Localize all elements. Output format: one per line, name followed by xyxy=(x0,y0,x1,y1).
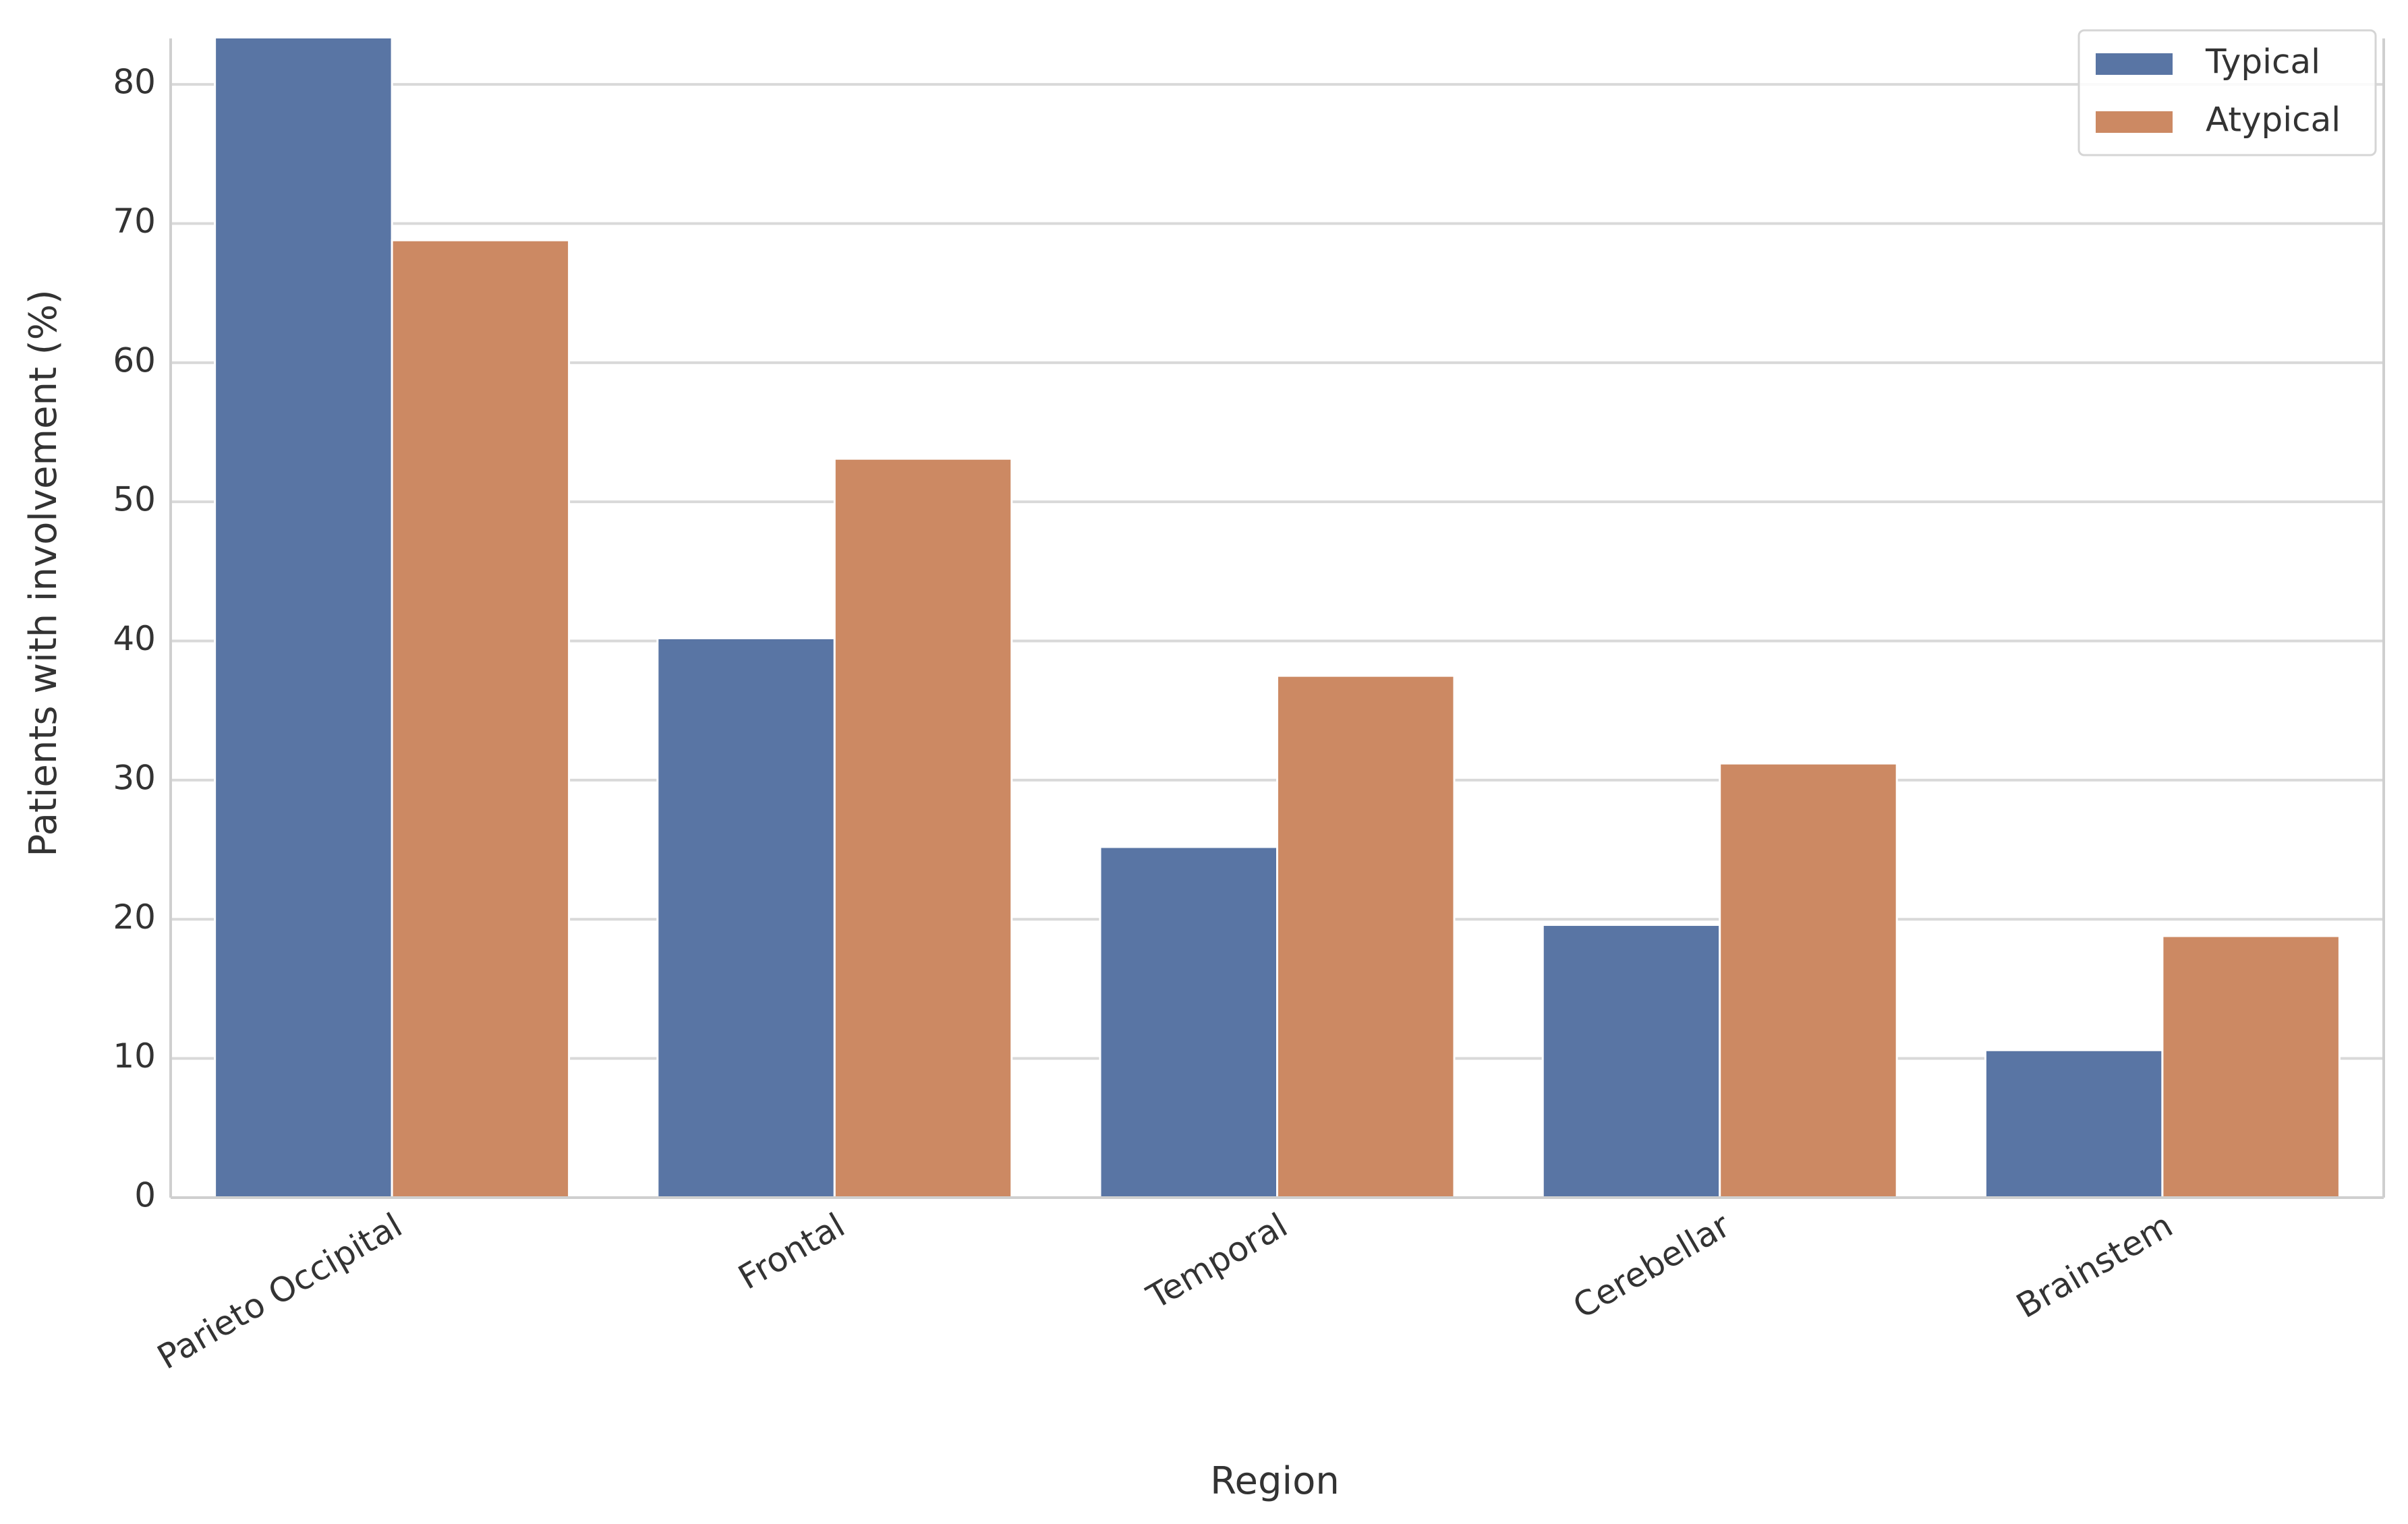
legend-label: Typical xyxy=(2205,42,2320,82)
bar xyxy=(833,457,1013,1198)
x-tick-label: Cerebellar xyxy=(1567,1206,1737,1326)
legend-swatch xyxy=(2096,53,2173,75)
bar xyxy=(1276,674,1456,1198)
legend-label: Atypical xyxy=(2206,100,2341,140)
y-axis-label: Patients with involvement (%) xyxy=(22,289,65,856)
y-tick-label: 80 xyxy=(113,63,156,102)
y-tick-label: 10 xyxy=(113,1036,156,1076)
bar xyxy=(1541,924,1721,1198)
x-axis-label: Region xyxy=(1210,1459,1340,1503)
legend-swatch xyxy=(2096,111,2173,133)
bars xyxy=(214,38,2341,1198)
y-tick-label: 60 xyxy=(113,341,156,380)
x-tick-label: Parieto Occipital xyxy=(151,1206,409,1377)
bar xyxy=(1719,762,1898,1198)
x-tick-label: Frontal xyxy=(732,1206,851,1297)
bar xyxy=(2161,935,2341,1198)
x-tick-label: Brainstem xyxy=(2010,1206,2179,1326)
x-tick-label: Temporal xyxy=(1140,1206,1294,1317)
y-tick-label: 20 xyxy=(113,898,156,937)
bar xyxy=(1099,846,1279,1198)
y-tick-label: 50 xyxy=(113,480,156,519)
y-tick-label: 70 xyxy=(113,202,156,241)
bar xyxy=(391,239,571,1198)
bar xyxy=(656,637,836,1198)
y-tick-label: 40 xyxy=(113,619,156,658)
y-tick-label: 30 xyxy=(113,758,156,797)
y-tick-label: 0 xyxy=(134,1176,156,1215)
bar xyxy=(1984,1049,2164,1198)
bar xyxy=(214,38,393,1198)
